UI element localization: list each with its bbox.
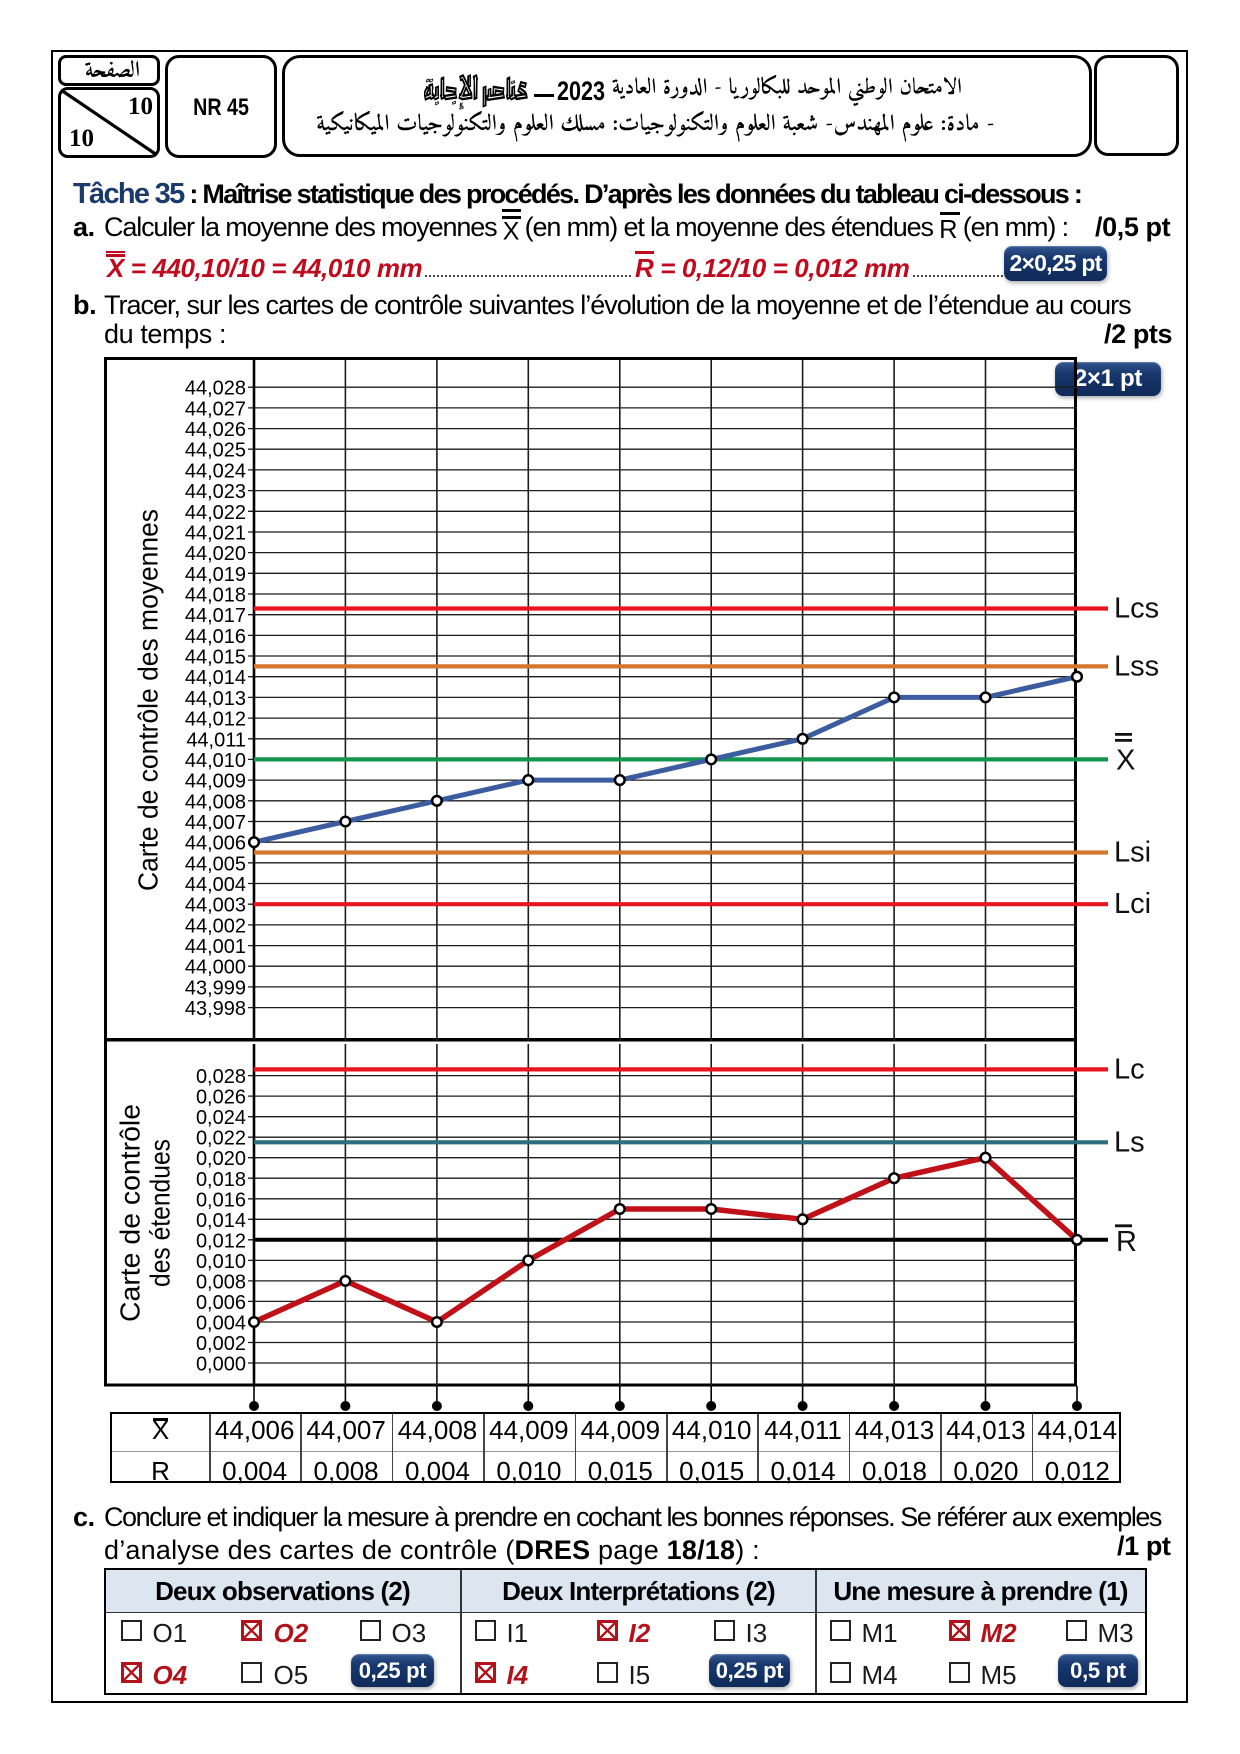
svg-text:44,022: 44,022 bbox=[185, 502, 246, 524]
svg-text:Lsi: Lsi bbox=[1114, 837, 1151, 869]
svg-text:44,018: 44,018 bbox=[185, 585, 246, 607]
svg-text:0,004: 0,004 bbox=[196, 1313, 246, 1335]
svg-text:43,998: 43,998 bbox=[185, 998, 246, 1020]
svg-text:44,010: 44,010 bbox=[185, 750, 246, 772]
svg-text:0,010: 0,010 bbox=[196, 1251, 246, 1273]
svg-text:0,006: 0,006 bbox=[196, 1292, 246, 1314]
svg-text:44,012: 44,012 bbox=[185, 709, 246, 731]
svg-text:Lci: Lci bbox=[1114, 888, 1151, 920]
svg-text:des étendues: des étendues bbox=[145, 1139, 176, 1287]
svg-text:44,016: 44,016 bbox=[185, 626, 246, 648]
svg-text:44,006: 44,006 bbox=[185, 833, 246, 855]
svg-text:0,026: 0,026 bbox=[196, 1087, 246, 1109]
svg-text:44,001: 44,001 bbox=[185, 936, 246, 958]
svg-text:R: R bbox=[1116, 1226, 1137, 1258]
svg-text:44,026: 44,026 bbox=[185, 419, 246, 441]
svg-text:0,016: 0,016 bbox=[196, 1189, 246, 1211]
svg-text:X: X bbox=[1116, 744, 1135, 776]
svg-text:44,005: 44,005 bbox=[185, 853, 246, 875]
svg-text:0,018: 0,018 bbox=[196, 1169, 246, 1191]
svg-text:Ls: Ls bbox=[1114, 1126, 1145, 1158]
svg-text:0,020: 0,020 bbox=[196, 1148, 246, 1170]
svg-text:44,023: 44,023 bbox=[185, 481, 246, 503]
svg-text:Lc: Lc bbox=[1114, 1053, 1145, 1085]
svg-text:0,024: 0,024 bbox=[196, 1107, 246, 1129]
svg-text:0,008: 0,008 bbox=[196, 1271, 246, 1293]
svg-text:44,000: 44,000 bbox=[185, 957, 246, 979]
svg-text:44,020: 44,020 bbox=[185, 543, 246, 565]
svg-text:Lcs: Lcs bbox=[1114, 593, 1159, 625]
svg-text:44,021: 44,021 bbox=[185, 523, 246, 545]
svg-text:44,008: 44,008 bbox=[185, 791, 246, 813]
svg-text:44,002: 44,002 bbox=[185, 915, 246, 937]
svg-text:0,002: 0,002 bbox=[196, 1333, 246, 1355]
svg-text:0,000: 0,000 bbox=[196, 1354, 246, 1376]
svg-text:44,007: 44,007 bbox=[185, 812, 246, 834]
svg-text:44,017: 44,017 bbox=[185, 605, 246, 627]
svg-text:44,019: 44,019 bbox=[185, 564, 246, 586]
svg-text:0,022: 0,022 bbox=[196, 1128, 246, 1150]
svg-text:Lss: Lss bbox=[1114, 650, 1159, 682]
svg-text:44,013: 44,013 bbox=[185, 688, 246, 710]
svg-text:Carte de contrôle: Carte de contrôle bbox=[115, 1104, 146, 1322]
svg-text:44,014: 44,014 bbox=[185, 667, 246, 689]
svg-text:44,004: 44,004 bbox=[185, 874, 246, 896]
svg-text:44,028: 44,028 bbox=[185, 378, 246, 400]
svg-text:44,025: 44,025 bbox=[185, 440, 246, 462]
svg-text:44,009: 44,009 bbox=[185, 771, 246, 793]
svg-text:0,014: 0,014 bbox=[196, 1210, 246, 1232]
svg-text:0,012: 0,012 bbox=[196, 1230, 246, 1252]
svg-text:44,024: 44,024 bbox=[185, 460, 246, 482]
svg-text:44,015: 44,015 bbox=[185, 647, 246, 669]
svg-text:44,011: 44,011 bbox=[186, 729, 246, 751]
svg-text:44,003: 44,003 bbox=[185, 895, 246, 917]
svg-text:44,027: 44,027 bbox=[185, 398, 246, 420]
svg-text:43,999: 43,999 bbox=[185, 977, 246, 999]
svg-text:Carte de contrôle des moyennes: Carte de contrôle des moyennes bbox=[133, 509, 164, 891]
svg-text:0,028: 0,028 bbox=[196, 1066, 246, 1088]
